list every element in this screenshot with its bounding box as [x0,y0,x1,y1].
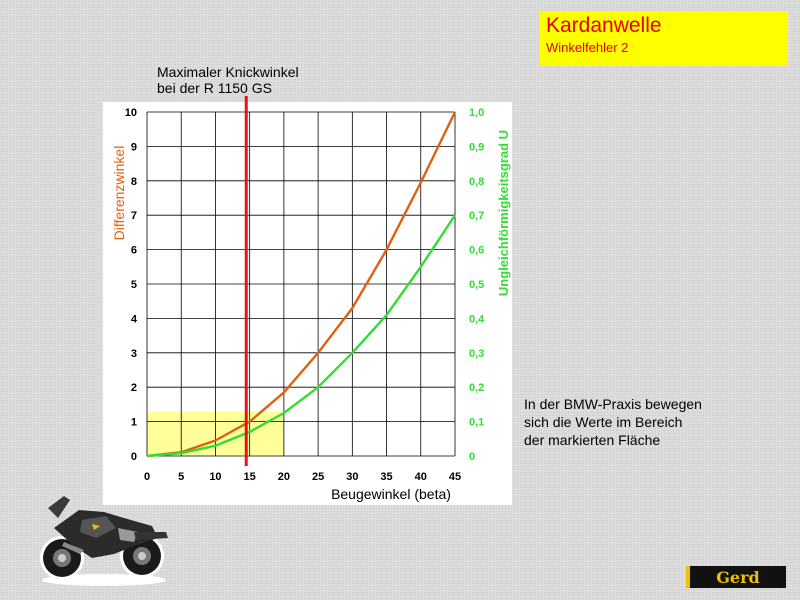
bmw-motorcycle-icon [40,496,168,586]
y-right-tick-label: 0,1 [469,417,484,429]
y-left-tick-label: 1 [131,417,137,429]
logo-text: Gerd [716,567,760,587]
x-tick-label: 25 [312,471,324,483]
page-subtitle: Winkelfehler 2 [546,40,629,55]
max-angle-annotation: Maximaler Knickwinkel bei der R 1150 GS [157,64,299,96]
y-left-tick-label: 3 [131,348,137,360]
y-left-axis-title: Differenzwinkel [111,146,127,241]
y-left-tick-label: 8 [131,176,137,188]
x-tick-label: 20 [278,471,290,483]
y-right-tick-label: 0,3 [469,348,484,360]
y-left-tick-label: 2 [131,382,137,394]
y-right-tick-label: 0 [469,451,475,463]
practice-note: In der BMW-Praxis bewegen sich die Werte… [524,395,702,449]
x-tick-label: 30 [346,471,358,483]
x-tick-label: 10 [209,471,221,483]
x-tick-label: 40 [415,471,427,483]
series-line-1 [146,111,457,458]
y-left-tick-label: 6 [131,245,137,257]
title-box: Kardanwelle Winkelfehler 2 [540,11,788,65]
y-right-tick-label: 0,2 [469,382,484,394]
y-right-axis-title: Ungleichförmigkeitsgrad U [496,130,511,296]
y-left-tick-label: 9 [131,141,137,153]
annotation-line-2: bei der R 1150 GS [157,80,272,96]
y-right-tick-label: 0,4 [469,313,485,325]
note-line-3: der markierten Fläche [524,432,661,448]
y-right-tick-label: 1,0 [469,107,484,119]
note-line-1: In der BMW-Praxis bewegen [524,396,702,412]
y-right-tick-label: 0,8 [469,176,484,188]
annotation-line-1: Maximaler Knickwinkel [157,64,299,80]
y-left-tick-label: 10 [125,107,137,119]
y-right-tick-label: 0,6 [469,245,484,257]
x-tick-label: 45 [449,471,461,483]
x-tick-label: 15 [244,471,256,483]
x-axis-title: Beugewinkel (beta) [331,486,451,502]
y-left-tick-label: 0 [131,451,137,463]
y-left-tick-label: 5 [131,279,137,291]
series-line-2 [146,214,457,458]
y-right-tick-label: 0,9 [469,141,484,153]
y-right-tick-label: 0,7 [469,210,484,222]
page-title: Kardanwelle [546,14,662,37]
x-tick-label: 5 [178,471,184,483]
y-left-tick-label: 4 [131,313,138,325]
note-line-2: sich die Werte im Bereich [524,414,683,430]
y-right-tick-label: 0,5 [469,279,484,291]
x-tick-label: 0 [144,471,150,483]
x-tick-label: 35 [380,471,392,483]
y-left-tick-label: 7 [131,210,137,222]
gerd-logo-icon: Gerd [686,566,786,588]
